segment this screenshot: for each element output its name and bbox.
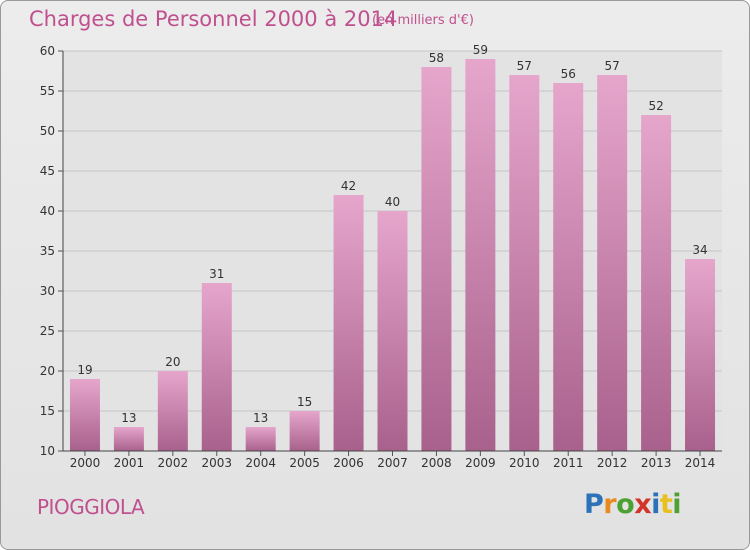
y-tick-label: 35 [40,244,55,258]
logo-letter: i [651,489,660,520]
proxiti-logo: Proxiti [584,489,682,520]
x-tick-label: 2007 [377,456,408,470]
x-tick-label: 2012 [597,456,628,470]
x-tick-label: 2011 [553,456,584,470]
x-tick-label: 2013 [641,456,672,470]
bar-value-label: 34 [692,243,707,257]
logo-letter: t [659,489,673,520]
bar-value-label: 57 [517,59,532,73]
bar-value-label: 20 [165,355,180,369]
bar [685,259,716,451]
logo-letter: o [616,489,635,520]
y-tick-label: 10 [40,444,55,458]
chart-subtitle: (en milliers d'€) [372,13,474,28]
y-tick-label: 50 [40,124,55,138]
x-tick-label: 2004 [245,456,276,470]
bar-value-label: 31 [209,267,224,281]
x-tick-label: 2010 [509,456,540,470]
bar-value-label: 15 [297,395,312,409]
bar-value-label: 19 [77,363,92,377]
x-tick-label: 2003 [201,456,232,470]
x-tick-label: 2008 [421,456,452,470]
x-tick-label: 2009 [465,456,496,470]
y-tick-label: 45 [40,164,55,178]
chart-title: Charges de Personnel 2000 à 2014 [29,7,398,31]
bar [201,283,232,451]
bar-value-label: 59 [473,43,488,57]
bar [509,75,540,451]
bar-value-label: 58 [429,51,444,65]
bar-value-label: 56 [561,67,576,81]
logo-letter: P [584,489,604,520]
x-tick-label: 2006 [333,456,364,470]
commune-name: PIOGGIOLA [37,495,145,519]
x-tick-label: 2001 [114,456,145,470]
bar [245,427,276,451]
x-tick-label: 2000 [70,456,101,470]
bar [465,59,496,451]
bar [113,427,144,451]
y-tick-label: 20 [40,364,55,378]
y-tick-label: 15 [40,404,55,418]
y-tick-label: 25 [40,324,55,338]
bar [553,83,584,451]
logo-letter: r [603,489,617,520]
bar [157,371,188,451]
bar-value-label: 57 [605,59,620,73]
bars: 19 13 20 31 13 15 42 40 58 59 57 56 57 52 34 [69,43,716,451]
bar [377,211,408,451]
y-tick-label: 60 [40,44,55,58]
bar [421,67,452,451]
y-tick-label: 55 [40,84,55,98]
bar [69,379,100,451]
logo-letter: x [634,489,652,520]
x-tick-label: 2002 [158,456,189,470]
bar-value-label: 40 [385,195,400,209]
bar [289,411,320,451]
bar [597,75,628,451]
bar [641,115,672,451]
x-tick-label: 2005 [289,456,320,470]
y-tick-label: 40 [40,204,55,218]
logo-letter: i [672,489,682,520]
bar-value-label: 13 [121,411,136,425]
y-tick-label: 30 [40,284,55,298]
axes: 10 15 20 25 30 35 40 45 50 55 60 2000 2001 2002 2003 20… [40,44,722,470]
x-tick-label: 2014 [685,456,716,470]
bar-value-label: 52 [648,99,663,113]
bar-value-label: 42 [341,179,356,193]
bar [333,195,364,451]
bar-value-label: 13 [253,411,268,425]
